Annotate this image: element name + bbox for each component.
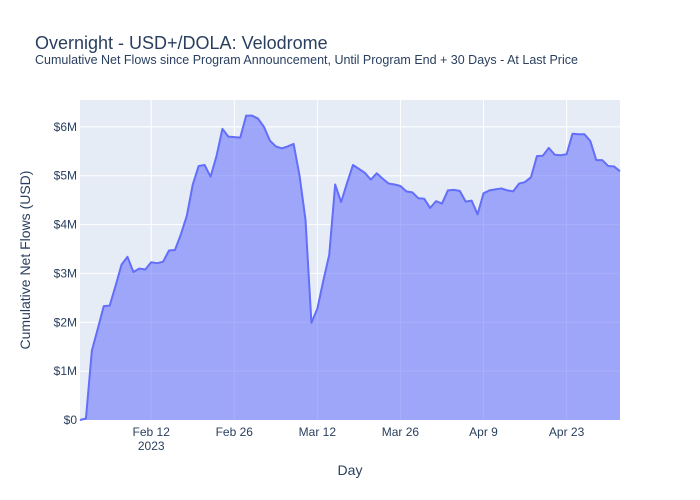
y-tick-label: $0	[64, 413, 78, 427]
chart-subtitle: Cumulative Net Flows since Program Annou…	[35, 53, 578, 67]
y-tick-label: $2M	[54, 315, 77, 329]
x-tick-label: Apr 9	[469, 425, 498, 439]
series-area-fill	[80, 115, 620, 420]
y-tick-label: $3M	[54, 266, 77, 280]
series-layer	[79, 114, 621, 421]
x-tick-label: Mar 12	[299, 425, 337, 439]
y-tick-label: $5M	[54, 169, 77, 183]
x-axis-title: Day	[338, 462, 363, 478]
x-tick-label: Mar 26	[382, 425, 420, 439]
series-line	[79, 114, 621, 421]
x-tick-label: Feb 12	[133, 425, 171, 439]
y-axis-title: Cumulative Net Flows (USD)	[17, 171, 33, 350]
x-tick-year-label: 2023	[138, 439, 165, 453]
x-tick-label: Apr 23	[549, 425, 585, 439]
y-tick-label: $1M	[54, 364, 77, 378]
chart-title: Overnight - USD+/DOLA: Velodrome	[35, 33, 328, 53]
y-tick-label: $4M	[54, 218, 77, 232]
y-tick-label: $6M	[54, 120, 77, 134]
x-tick-label: Feb 26	[216, 425, 254, 439]
